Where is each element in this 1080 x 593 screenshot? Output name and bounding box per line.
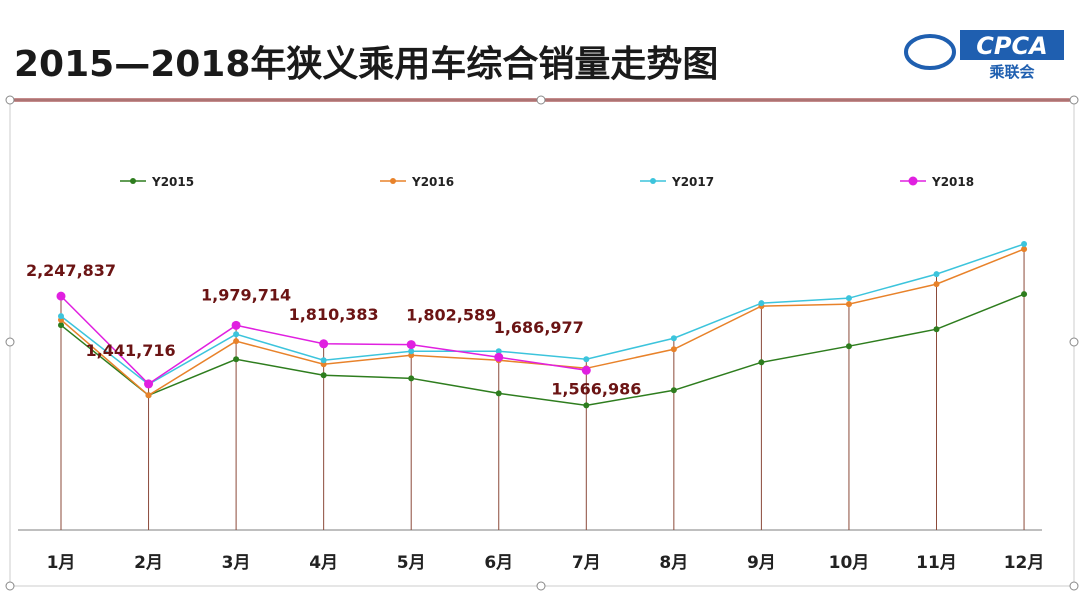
point <box>1021 291 1028 298</box>
point <box>933 281 940 288</box>
x-tick-label: 6月 <box>484 553 513 573</box>
point <box>758 359 765 366</box>
point <box>406 340 416 350</box>
point <box>581 365 591 375</box>
series-line <box>60 243 1025 386</box>
point <box>319 339 329 349</box>
title: 2015—2018年狭义乘用车综合销量走势图 <box>14 44 718 85</box>
handle <box>5 337 15 347</box>
point <box>933 326 940 333</box>
point <box>408 375 415 382</box>
point <box>58 313 64 320</box>
data-label: 2,247,837 <box>26 261 116 280</box>
logo-subtext: 乘联会 <box>988 63 1034 81</box>
point <box>670 335 677 342</box>
logo-text: CPCA <box>976 32 1047 60</box>
logo: CPCA 乘联会 <box>904 30 1064 81</box>
point <box>144 379 154 389</box>
point <box>583 402 590 409</box>
x-tick-label: 4月 <box>309 553 338 573</box>
x-tick-label: 9月 <box>747 553 776 573</box>
x-tick-label: 11月 <box>916 553 957 573</box>
handle <box>5 95 15 105</box>
point <box>58 322 64 329</box>
point <box>583 356 590 363</box>
legend-label: Y2017 <box>671 175 714 189</box>
point <box>233 338 240 345</box>
point <box>845 301 852 308</box>
x-tick-label: 5月 <box>397 553 426 573</box>
data-label: 1,441,716 <box>86 341 176 360</box>
point <box>1021 241 1028 248</box>
point <box>670 346 677 353</box>
data-label: 1,979,714 <box>201 285 291 304</box>
x-tick-label: 12月 <box>1004 553 1045 573</box>
logo-mark <box>904 34 956 70</box>
handles <box>5 95 1079 591</box>
legend-marker <box>130 178 136 184</box>
point <box>233 356 240 363</box>
x-tick-label: 3月 <box>222 553 251 573</box>
point <box>233 331 240 338</box>
data-label: 1,566,986 <box>551 379 641 398</box>
point <box>320 372 327 379</box>
legend-label: Y2016 <box>411 175 454 189</box>
x-tick-label: 8月 <box>659 553 688 573</box>
point <box>494 352 504 362</box>
x-tick-label: 10月 <box>829 553 870 573</box>
logo-box <box>960 30 1064 60</box>
data-label: 1,686,977 <box>494 318 584 337</box>
legend-marker <box>650 178 656 184</box>
x-tick-label: 1月 <box>47 553 76 573</box>
series-line <box>60 293 1025 407</box>
handle <box>5 581 15 591</box>
point <box>1021 246 1028 253</box>
data-label: 1,802,589 <box>406 306 496 325</box>
point <box>56 291 66 301</box>
point <box>320 357 327 364</box>
handle <box>536 581 546 591</box>
point <box>495 348 502 355</box>
legend-label: Y2015 <box>151 175 194 189</box>
point <box>845 295 852 302</box>
handle <box>1069 95 1079 105</box>
point <box>845 343 852 350</box>
legend-label: Y2018 <box>931 175 974 189</box>
point <box>933 271 940 278</box>
point <box>145 392 152 399</box>
point <box>670 387 677 394</box>
point <box>231 320 241 330</box>
legend-marker <box>908 176 918 186</box>
handle <box>1069 337 1079 347</box>
point <box>495 390 502 397</box>
point <box>758 300 765 307</box>
legend-marker <box>390 178 396 184</box>
data-label: 1,810,383 <box>289 305 379 324</box>
handle <box>536 95 546 105</box>
x-tick-label: 7月 <box>572 553 601 573</box>
x-tick-label: 2月 <box>134 553 163 573</box>
point <box>408 348 415 355</box>
handle <box>1069 581 1079 591</box>
